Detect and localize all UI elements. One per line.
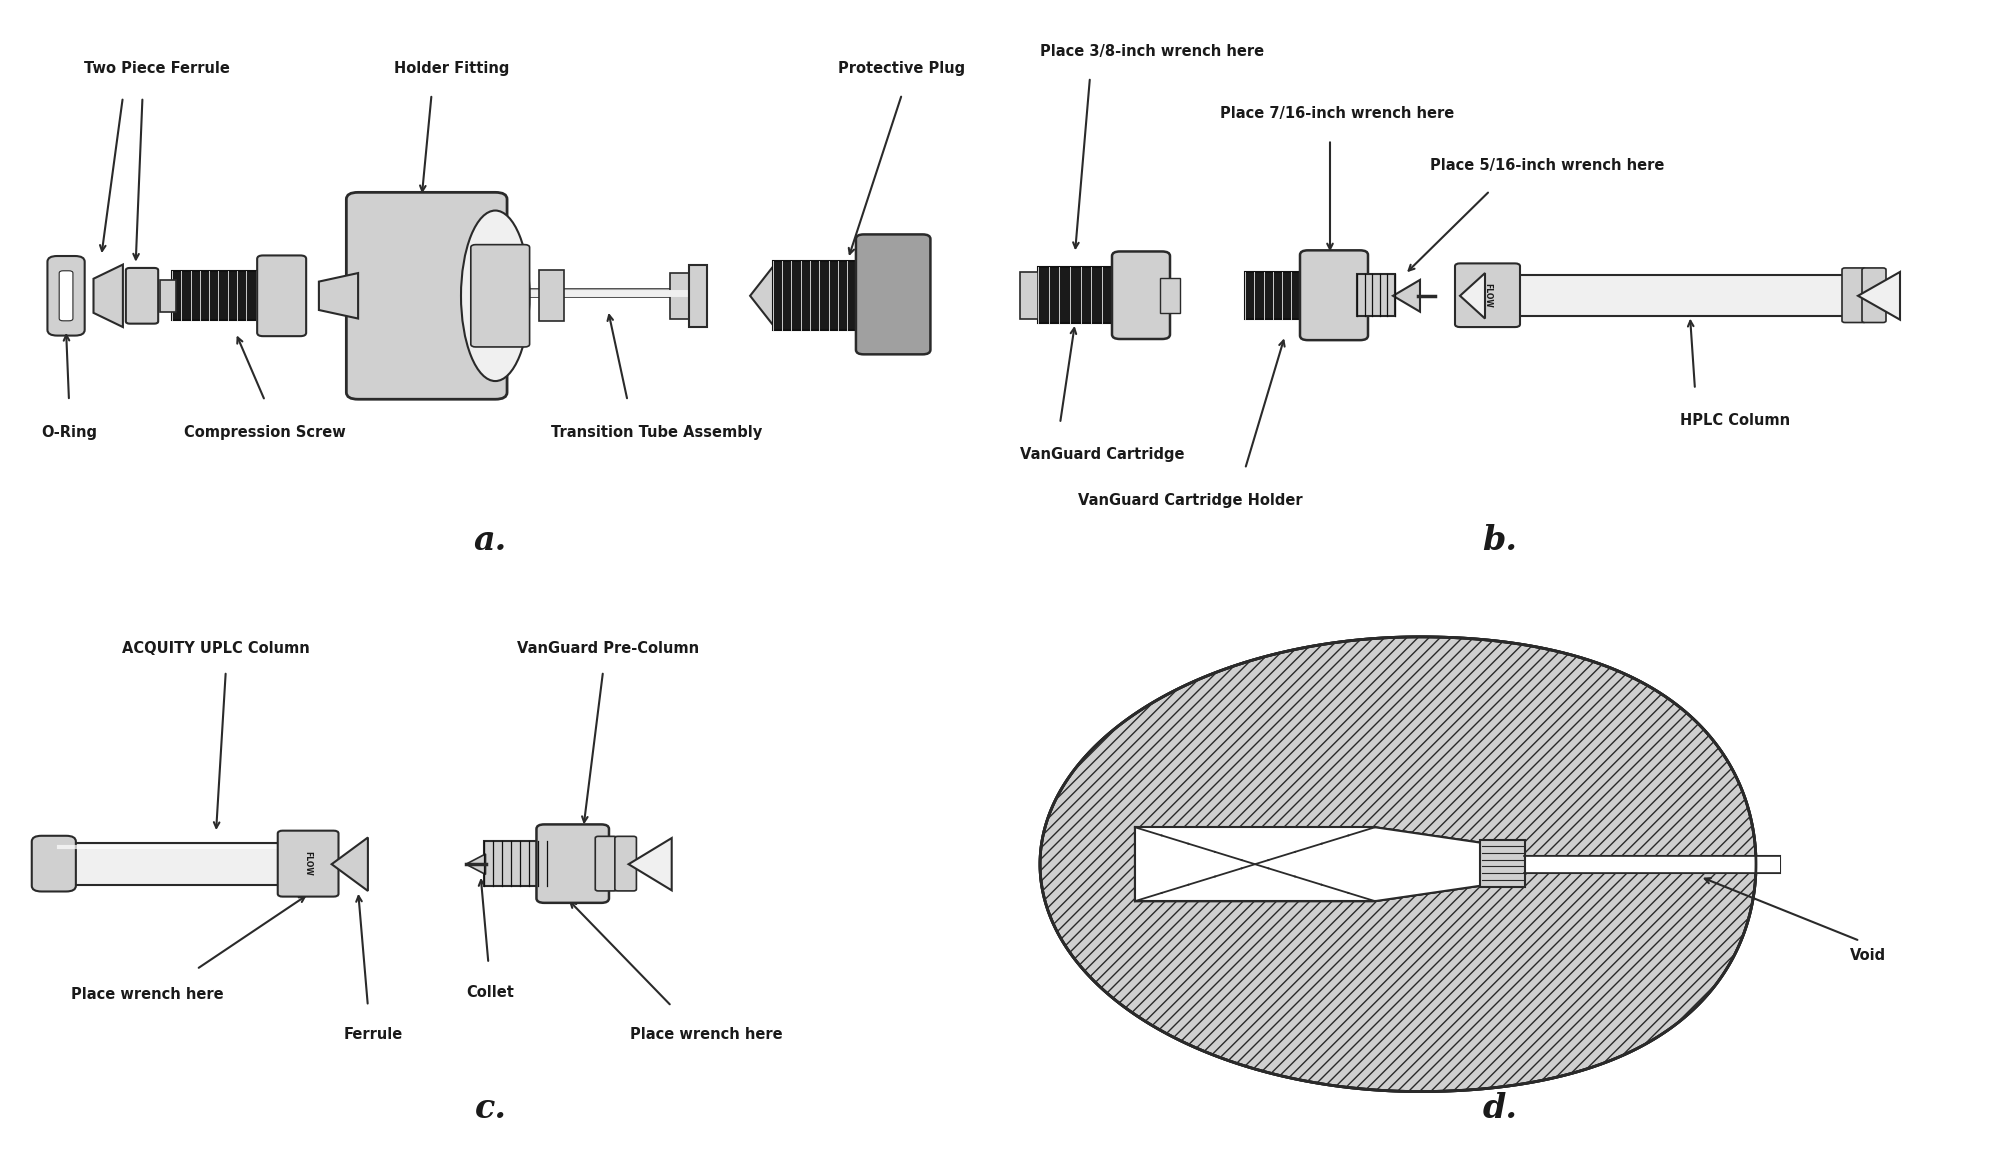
FancyBboxPatch shape bbox=[1862, 268, 1886, 322]
FancyBboxPatch shape bbox=[278, 831, 338, 897]
Polygon shape bbox=[1136, 827, 1510, 901]
FancyBboxPatch shape bbox=[346, 193, 508, 399]
Polygon shape bbox=[628, 838, 672, 891]
FancyBboxPatch shape bbox=[1456, 263, 1520, 327]
Text: HPLC Column: HPLC Column bbox=[1680, 413, 1790, 428]
Polygon shape bbox=[750, 264, 774, 327]
Text: Collet: Collet bbox=[466, 985, 514, 1000]
Text: FLOW: FLOW bbox=[1484, 283, 1492, 307]
FancyBboxPatch shape bbox=[1112, 252, 1170, 339]
Text: VanGuard Pre-Column: VanGuard Pre-Column bbox=[516, 640, 700, 655]
Text: Place 5/16-inch wrench here: Place 5/16-inch wrench here bbox=[1430, 158, 1664, 173]
Bar bbox=[1244, 271, 1310, 319]
Polygon shape bbox=[318, 273, 358, 319]
Text: a.: a. bbox=[474, 523, 508, 557]
Bar bbox=[484, 841, 548, 886]
Bar bbox=[1524, 856, 1780, 872]
FancyBboxPatch shape bbox=[856, 234, 930, 354]
Text: Place 7/16-inch wrench here: Place 7/16-inch wrench here bbox=[1220, 107, 1454, 122]
FancyBboxPatch shape bbox=[48, 256, 84, 335]
Bar bbox=[540, 270, 564, 321]
Text: O-Ring: O-Ring bbox=[40, 425, 96, 440]
Text: Ferrule: Ferrule bbox=[344, 1028, 402, 1042]
Bar bbox=[172, 271, 264, 320]
Text: Place wrench here: Place wrench here bbox=[630, 1028, 782, 1042]
Bar bbox=[1460, 275, 1856, 316]
Bar bbox=[690, 264, 706, 327]
FancyBboxPatch shape bbox=[614, 836, 636, 891]
FancyBboxPatch shape bbox=[126, 268, 158, 324]
FancyBboxPatch shape bbox=[596, 836, 616, 891]
FancyBboxPatch shape bbox=[536, 825, 608, 902]
Text: Place 3/8-inch wrench here: Place 3/8-inch wrench here bbox=[1040, 44, 1264, 59]
FancyBboxPatch shape bbox=[32, 835, 76, 892]
FancyBboxPatch shape bbox=[258, 255, 306, 336]
FancyBboxPatch shape bbox=[1300, 251, 1368, 340]
Polygon shape bbox=[1136, 827, 1510, 901]
FancyBboxPatch shape bbox=[1842, 268, 1866, 322]
Polygon shape bbox=[1040, 637, 1756, 1092]
Ellipse shape bbox=[460, 211, 530, 380]
Bar bbox=[1356, 274, 1396, 317]
Bar bbox=[1160, 277, 1180, 313]
Text: Holder Fitting: Holder Fitting bbox=[394, 61, 508, 75]
Polygon shape bbox=[466, 854, 486, 875]
Bar bbox=[772, 261, 866, 329]
Text: Transition Tube Assembly: Transition Tube Assembly bbox=[552, 425, 762, 440]
Bar bbox=[40, 842, 304, 885]
Bar bbox=[1038, 268, 1124, 324]
Bar bbox=[1020, 271, 1038, 319]
Bar bbox=[160, 281, 176, 312]
Text: Compression Screw: Compression Screw bbox=[184, 425, 346, 440]
Text: d.: d. bbox=[1482, 1092, 1518, 1125]
Bar bbox=[670, 273, 692, 319]
Polygon shape bbox=[1136, 827, 1510, 901]
Text: c.: c. bbox=[474, 1092, 506, 1125]
Polygon shape bbox=[1510, 856, 1780, 872]
Polygon shape bbox=[1392, 280, 1420, 312]
Polygon shape bbox=[1858, 271, 1900, 320]
FancyBboxPatch shape bbox=[60, 270, 72, 321]
Text: VanGuard Cartridge Holder: VanGuard Cartridge Holder bbox=[1078, 493, 1302, 508]
FancyBboxPatch shape bbox=[470, 245, 530, 347]
Text: Protective Plug: Protective Plug bbox=[838, 61, 966, 75]
Polygon shape bbox=[1460, 273, 1484, 319]
Polygon shape bbox=[94, 264, 122, 327]
Polygon shape bbox=[332, 838, 368, 891]
Text: Void: Void bbox=[1850, 948, 1886, 963]
Text: Place wrench here: Place wrench here bbox=[72, 987, 224, 1002]
Text: b.: b. bbox=[1482, 523, 1518, 557]
Text: ACQUITY UPLC Column: ACQUITY UPLC Column bbox=[122, 640, 310, 655]
Text: FLOW: FLOW bbox=[304, 851, 312, 876]
Bar bbox=[1480, 840, 1526, 887]
Text: VanGuard Cartridge: VanGuard Cartridge bbox=[1020, 448, 1184, 463]
Text: Two Piece Ferrule: Two Piece Ferrule bbox=[84, 61, 230, 75]
